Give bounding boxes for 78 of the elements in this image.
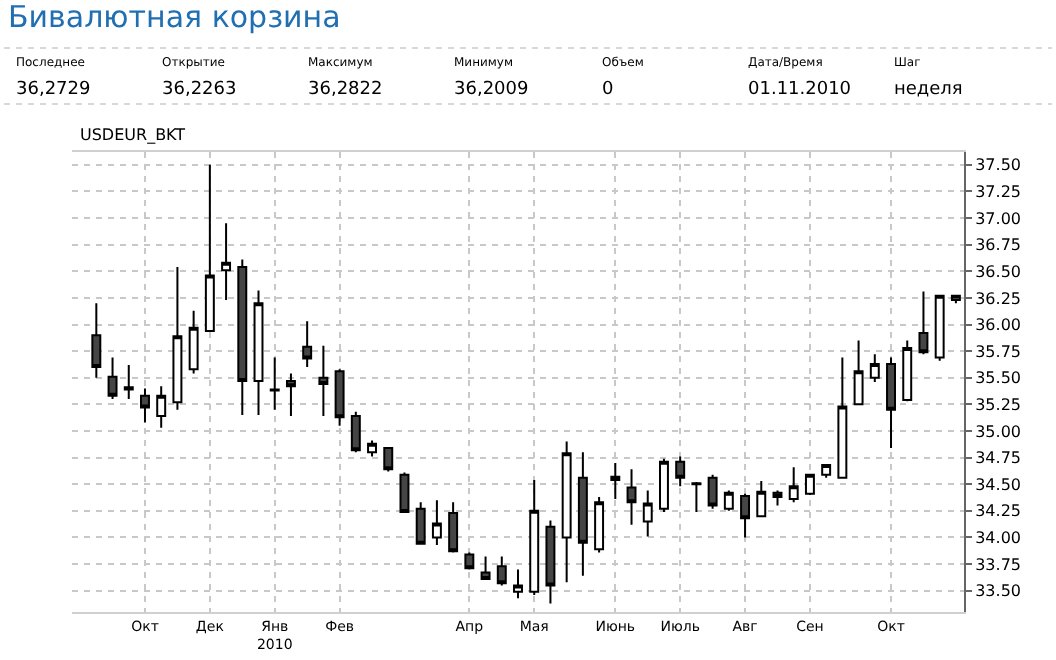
candlestick bbox=[415, 501, 426, 545]
candlestick bbox=[107, 356, 118, 401]
y-tick-label: 35.00 bbox=[975, 422, 1022, 441]
candlestick bbox=[367, 439, 377, 458]
text: 36,2822 bbox=[308, 80, 383, 100]
candlestick bbox=[302, 320, 313, 369]
candlestick bbox=[123, 363, 134, 401]
text: 36,2729 bbox=[16, 80, 91, 100]
text: 0 bbox=[602, 80, 614, 100]
candlestick bbox=[431, 499, 442, 546]
candlestick bbox=[464, 551, 475, 571]
candlestick bbox=[221, 222, 232, 301]
y-tick-label: 37.50 bbox=[975, 156, 1022, 175]
y-tick-label: 37.25 bbox=[975, 183, 1022, 201]
y-tick-label: 35.25 bbox=[975, 395, 1022, 414]
y-tick-label: 36.00 bbox=[975, 316, 1022, 335]
candlestick bbox=[561, 440, 572, 584]
candlestick bbox=[480, 555, 491, 582]
candlestick bbox=[140, 387, 150, 424]
y-tick-label: 36.50 bbox=[975, 262, 1022, 281]
candlestick bbox=[269, 356, 280, 411]
candlestick bbox=[853, 339, 864, 406]
candlestick bbox=[334, 368, 345, 427]
candlestick bbox=[91, 302, 102, 379]
chart-title: Бивалютная корзина bbox=[8, 0, 341, 35]
y-tick-label: 35.75 bbox=[975, 342, 1022, 361]
candlestick bbox=[529, 478, 540, 596]
candlestick bbox=[950, 293, 961, 305]
candlestick bbox=[723, 489, 734, 512]
candlestick bbox=[886, 356, 896, 450]
candlestick bbox=[253, 289, 264, 416]
y-tick-label: 34.25 bbox=[975, 502, 1022, 521]
candlestick bbox=[902, 339, 913, 403]
candlestick bbox=[383, 445, 394, 473]
candlestick bbox=[350, 410, 361, 454]
y-tick-label: 34.75 bbox=[975, 449, 1022, 468]
candlestick bbox=[934, 294, 945, 362]
candlestick bbox=[577, 451, 588, 577]
text: неделя bbox=[894, 80, 963, 100]
y-tick-label: 33.75 bbox=[975, 555, 1022, 574]
candlestick bbox=[740, 492, 751, 539]
candlestick bbox=[172, 266, 183, 411]
candlestick bbox=[318, 344, 329, 418]
candlestick bbox=[691, 481, 702, 513]
candlestick bbox=[918, 290, 929, 356]
chart-subtitle: USDEUR_BKT bbox=[80, 126, 186, 144]
candlestick bbox=[448, 501, 459, 554]
candlestick bbox=[804, 473, 815, 496]
candlestick bbox=[513, 568, 523, 600]
candlestick bbox=[675, 455, 686, 488]
candlestick bbox=[788, 466, 799, 504]
text: 36,2009 bbox=[454, 80, 529, 100]
y-tick-label: 35.50 bbox=[975, 369, 1022, 388]
candlestick bbox=[496, 555, 507, 587]
text: 01.11.2010 bbox=[748, 80, 852, 100]
candlestick bbox=[610, 461, 621, 501]
y-tick-label: 34.00 bbox=[975, 529, 1022, 548]
candlestick bbox=[659, 457, 669, 513]
candlestick bbox=[156, 385, 167, 429]
y-tick-label: 36.75 bbox=[975, 236, 1022, 255]
candlestick bbox=[869, 353, 880, 383]
text: 36,2263 bbox=[162, 80, 237, 100]
candlestick bbox=[707, 473, 718, 510]
y-tick-label: 34.50 bbox=[975, 475, 1022, 494]
candlestick bbox=[821, 463, 832, 479]
y-tick-label: 33.50 bbox=[975, 582, 1022, 601]
candlestick bbox=[285, 372, 296, 418]
candlestick bbox=[188, 309, 199, 375]
candlestick bbox=[772, 489, 783, 507]
y-tick-label: 36.25 bbox=[975, 289, 1022, 308]
y-tick-label: 37.00 bbox=[975, 209, 1022, 228]
candlestick bbox=[756, 480, 767, 519]
candlestick bbox=[626, 468, 637, 526]
candlestick bbox=[237, 258, 248, 416]
candlestick bbox=[642, 489, 653, 538]
candlestick bbox=[594, 496, 605, 554]
candlestick bbox=[837, 356, 848, 479]
candlestick bbox=[545, 519, 556, 605]
